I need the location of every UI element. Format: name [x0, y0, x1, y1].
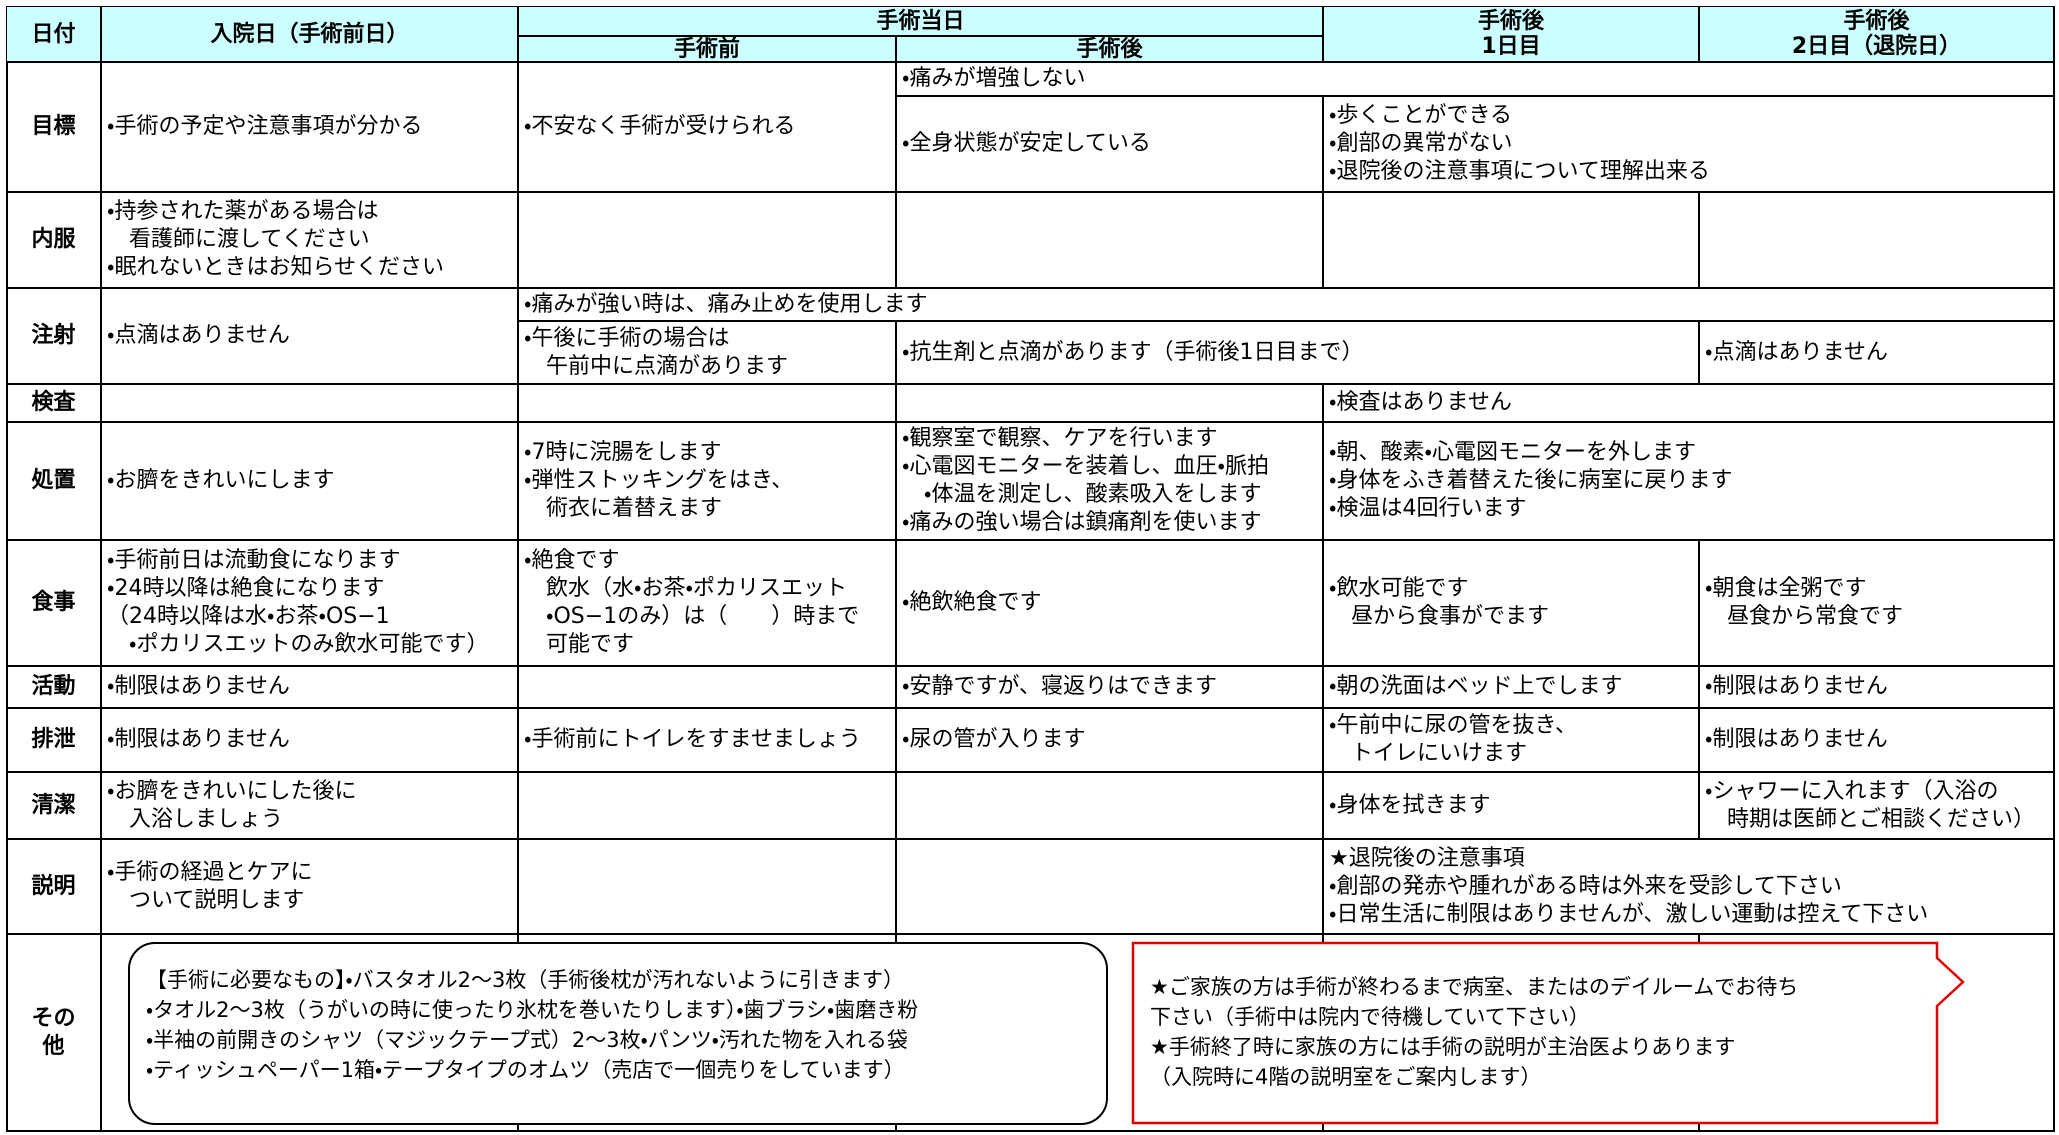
row-label: 内服 — [7, 193, 102, 289]
table-cell: ・尿の管が入ります — [897, 709, 1324, 773]
header-cell: 日付 — [7, 7, 102, 63]
table-cell: ・手術前日は流動食になります ・24時以降は絶食になります （24時以降は水・お… — [102, 541, 519, 667]
empty-cell — [897, 773, 1324, 840]
table-cell: ・検査はありません — [1324, 385, 2055, 423]
table-cell: ・制限はありません — [1700, 709, 2055, 773]
empty-cell — [519, 193, 897, 289]
table-cell: ・持参された薬がある場合は 看護師に渡してください ・眠れないときはお知らせくだ… — [102, 193, 519, 289]
table-cell: ・点滴はありません — [1700, 322, 2055, 385]
table-cell: ・朝食は全粥です 昼食から常食です — [1700, 541, 2055, 667]
table-cell: ・手術の経過とケアに ついて説明します — [102, 840, 519, 935]
empty-cell — [519, 773, 897, 840]
row-label: その 他 — [7, 935, 102, 1132]
table-cell: ・歩くことができる ・創部の異常がない ・退院後の注意事項について理解出来る — [1324, 97, 2055, 193]
empty-cell — [897, 193, 1324, 289]
table-cell: ・お臍をきれいにした後に 入浴しましょう — [102, 773, 519, 840]
empty-cell — [897, 840, 1324, 935]
empty-cell — [1700, 935, 2055, 1132]
empty-cell — [519, 667, 897, 709]
row-label: 清潔 — [7, 773, 102, 840]
table-cell: ・絶食です 飲水（水・お茶・ポカリスエット ・OS−1のみ）は（ ）時まで 可能… — [519, 541, 897, 667]
table-cell: ・7時に浣腸をします ・弾性ストッキングをはき、 術衣に着替えます — [519, 423, 897, 541]
table-cell: ・朝の洗面はベッド上でします — [1324, 667, 1700, 709]
table-cell: ・抗生剤と点滴があります（手術後1日目まで） — [897, 322, 1700, 385]
empty-cell — [1324, 193, 1700, 289]
empty-cell — [897, 385, 1324, 423]
table-cell: ・全身状態が安定している — [897, 97, 1324, 193]
table-cell: ・飲水可能です 昼から食事がでます — [1324, 541, 1700, 667]
header-cell: 手術後 2日目（退院日） — [1700, 7, 2055, 63]
items-note: 【手術に必要なもの】・バスタオル2〜3枚（手術後枕が汚れないように引きます） ・… — [146, 968, 919, 1082]
empty-cell — [102, 385, 519, 423]
table-cell: ・安静ですが、寝返りはできます — [897, 667, 1324, 709]
table-cell: ・午後に手術の場合は 午前中に点滴があります — [519, 322, 897, 385]
row-label: 注射 — [7, 289, 102, 385]
table-cell: ・身体を拭きます — [1324, 773, 1700, 840]
header-cell: 手術後 1日目 — [1324, 7, 1700, 63]
table-cell: ・午前中に尿の管を抜き、 トイレにいけます — [1324, 709, 1700, 773]
table-cell: ・点滴はありません — [102, 289, 519, 385]
table-cell: ・制限はありません — [102, 667, 519, 709]
table-cell: ・制限はありません — [1700, 667, 2055, 709]
header-cell: 手術前 — [519, 37, 897, 63]
empty-cell — [519, 385, 897, 423]
table-cell: ・お臍をきれいにします — [102, 423, 519, 541]
family-note: ★ご家族の方は手術が終わるまで病室、またはのデイルームでお待ち 下さい（手術中は… — [1150, 975, 1799, 1089]
table-cell: ・シャワーに入れます（入浴の 時期は医師とご相談ください） — [1700, 773, 2055, 840]
table-cell: ・絶飲絶食です — [897, 541, 1324, 667]
header-cell: 入院日（手術前日） — [102, 7, 519, 63]
table-cell: ・痛みが強い時は、痛み止めを使用します — [519, 289, 2055, 322]
table-cell: ・痛みが増強しない — [897, 63, 2055, 97]
row-label: 目標 — [7, 63, 102, 193]
table-cell: ・手術前にトイレをすませましょう — [519, 709, 897, 773]
header-cell: 手術後 — [897, 37, 1324, 63]
table-cell: ・不安なく手術が受けられる — [519, 63, 897, 193]
items-box — [128, 942, 1108, 1125]
table-cell: ・観察室で観察、ケアを行います ・心電図モニターを装着し、血圧・脈拍 ・体温を測… — [897, 423, 1324, 541]
row-label: 説明 — [7, 840, 102, 935]
row-label: 活動 — [7, 667, 102, 709]
empty-cell — [1700, 193, 2055, 289]
row-label: 排泄 — [7, 709, 102, 773]
family-callout — [1131, 941, 1965, 1125]
table-cell: ★退院後の注意事項 ・創部の発赤や腫れがある時は外来を受診して下さい ・日常生活… — [1324, 840, 2055, 935]
table-cell: ・制限はありません — [102, 709, 519, 773]
table-cell: ・手術の予定や注意事項が分かる — [102, 63, 519, 193]
row-label: 検査 — [7, 385, 102, 423]
empty-cell — [519, 840, 897, 935]
header-cell: 手術当日 — [519, 7, 1324, 37]
table-cell: ・朝、酸素・心電図モニターを外します ・身体をふき着替えた後に病室に戻ります ・… — [1324, 423, 2055, 541]
row-label: 処置 — [7, 423, 102, 541]
row-label: 食事 — [7, 541, 102, 667]
